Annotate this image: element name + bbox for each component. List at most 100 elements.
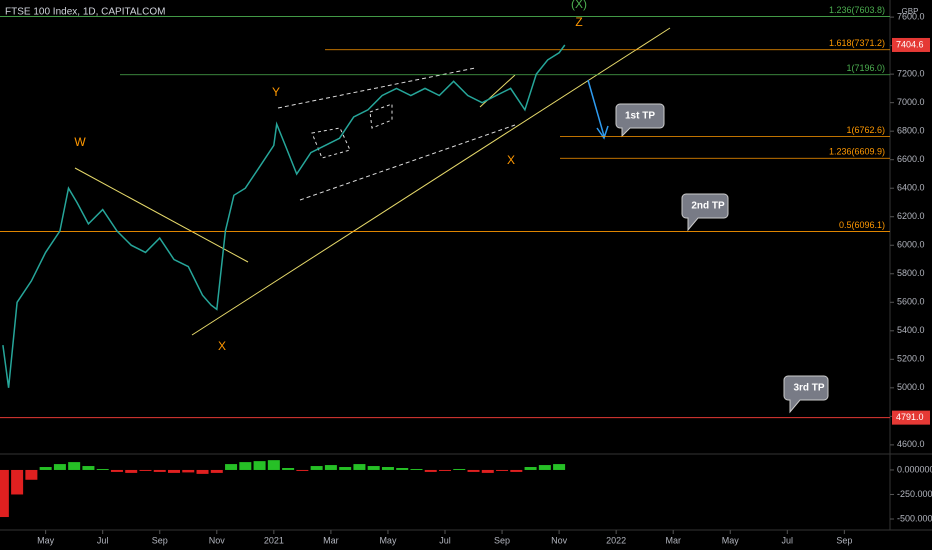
- wave-label: X: [507, 153, 515, 167]
- y-tick-label: 5800.0: [897, 268, 925, 278]
- channel-line: [277, 67, 476, 109]
- osc-bar: [53, 464, 66, 470]
- osc-bar: [225, 464, 238, 470]
- osc-bar: [39, 467, 52, 470]
- y-tick-label: 4600.0: [897, 439, 925, 449]
- price-marker: [892, 37, 930, 52]
- y-tick-label: 7600.0: [897, 11, 925, 21]
- osc-bar: [353, 464, 366, 470]
- osc-bar: [424, 469, 437, 472]
- x-tick-label: May: [379, 535, 397, 545]
- y-tick-label: 5200.0: [897, 354, 925, 364]
- x-tick-label: Sep: [152, 535, 168, 545]
- osc-bar: [510, 469, 523, 472]
- callout-text: 2nd TP: [691, 201, 725, 212]
- osc-bar: [110, 469, 123, 472]
- osc-bar: [410, 468, 423, 470]
- target-callout: 2nd TP: [681, 193, 729, 232]
- osc-bar: [296, 469, 309, 471]
- osc-bar: [324, 465, 337, 470]
- x-tick-label: Sep: [494, 535, 510, 545]
- x-tick-label: Mar: [665, 535, 681, 545]
- trend-line: [191, 27, 671, 336]
- x-tick-label: 2022: [606, 535, 626, 545]
- y-tick-label: 5000.0: [897, 382, 925, 392]
- osc-bar: [481, 469, 494, 473]
- y-tick-label: 6200.0: [897, 211, 925, 221]
- osc-bar: [239, 462, 252, 470]
- callout-box: [615, 103, 665, 138]
- osc-bar: [96, 468, 109, 470]
- x-tick-label: Nov: [209, 535, 226, 545]
- osc-bar: [82, 466, 95, 470]
- osc-bar: [139, 469, 152, 471]
- price-marker: [892, 410, 930, 425]
- osc-bar: [253, 461, 266, 470]
- wave-label: Z: [575, 15, 582, 29]
- x-tick-label: Jul: [782, 535, 794, 545]
- osc-bar: [467, 469, 480, 472]
- wave-label: X: [218, 339, 226, 353]
- osc-bar: [0, 469, 9, 518]
- y-tick-label: 6400.0: [897, 183, 925, 193]
- osc-bar: [524, 467, 537, 470]
- osc-bar: [439, 469, 451, 471]
- trend-line: [479, 74, 516, 108]
- callout-box: [783, 375, 829, 414]
- osc-bar: [125, 469, 138, 473]
- osc-bar: [11, 469, 24, 495]
- callout-text: 3rd TP: [793, 383, 824, 394]
- osc-tick-label: -250.000000: [897, 489, 932, 499]
- x-tick-label: Mar: [323, 535, 339, 545]
- osc-bar: [68, 462, 81, 470]
- osc-bar: [210, 469, 223, 473]
- fib-label: 1.618(7371.2): [829, 38, 885, 48]
- osc-bar: [496, 469, 509, 471]
- osc-bar: [310, 466, 323, 470]
- fib-label: 1(7196.0): [846, 63, 885, 73]
- osc-tick-label: -500.000000: [897, 513, 932, 523]
- osc-tick-label: 0.000000: [897, 464, 932, 474]
- x-tick-label: Sep: [836, 535, 852, 545]
- osc-bar: [267, 460, 280, 470]
- y-tick-label: 7200.0: [897, 69, 925, 79]
- x-tick-label: 2021: [264, 535, 284, 545]
- y-tick-label: 6600.0: [897, 154, 925, 164]
- channel-box: [311, 127, 351, 159]
- price-marker-label: 4791.0: [896, 412, 924, 422]
- x-tick-label: May: [722, 535, 740, 545]
- callout-text: 1st TP: [625, 111, 655, 122]
- trend-line: [74, 167, 249, 263]
- fib-label: 0.5(6096.1): [839, 220, 885, 230]
- osc-bar: [182, 469, 195, 473]
- x-tick-label: Nov: [551, 535, 568, 545]
- osc-bar: [396, 468, 409, 470]
- x-tick-label: Jul: [439, 535, 451, 545]
- price-line: [2, 44, 566, 388]
- channel-box: [369, 103, 393, 129]
- target-callout: 1st TP: [615, 103, 665, 138]
- wave-label: Y: [272, 85, 280, 99]
- y-tick-label: 6000.0: [897, 240, 925, 250]
- osc-bar: [538, 465, 551, 470]
- y-tick-label: 5600.0: [897, 297, 925, 307]
- y-tick-label: 6800.0: [897, 126, 925, 136]
- fib-label: 1.236(7603.8): [829, 5, 885, 15]
- x-tick-label: May: [37, 535, 55, 545]
- osc-bar: [25, 469, 38, 480]
- arrow-head: [596, 125, 609, 140]
- channel-line: [299, 124, 516, 201]
- osc-bar: [367, 466, 380, 470]
- osc-bar: [453, 468, 466, 470]
- currency: GBP: [902, 7, 919, 16]
- fib-label: 1(6762.6): [846, 125, 885, 135]
- wave-label: W: [74, 135, 86, 149]
- chart-title: FTSE 100 Index, 1D, CAPITALCOM: [5, 7, 165, 18]
- wave-label: (X): [571, 0, 587, 11]
- osc-bar: [196, 469, 209, 474]
- drawings: [74, 27, 671, 336]
- arrow: [587, 79, 605, 137]
- x-tick-label: Jul: [97, 535, 109, 545]
